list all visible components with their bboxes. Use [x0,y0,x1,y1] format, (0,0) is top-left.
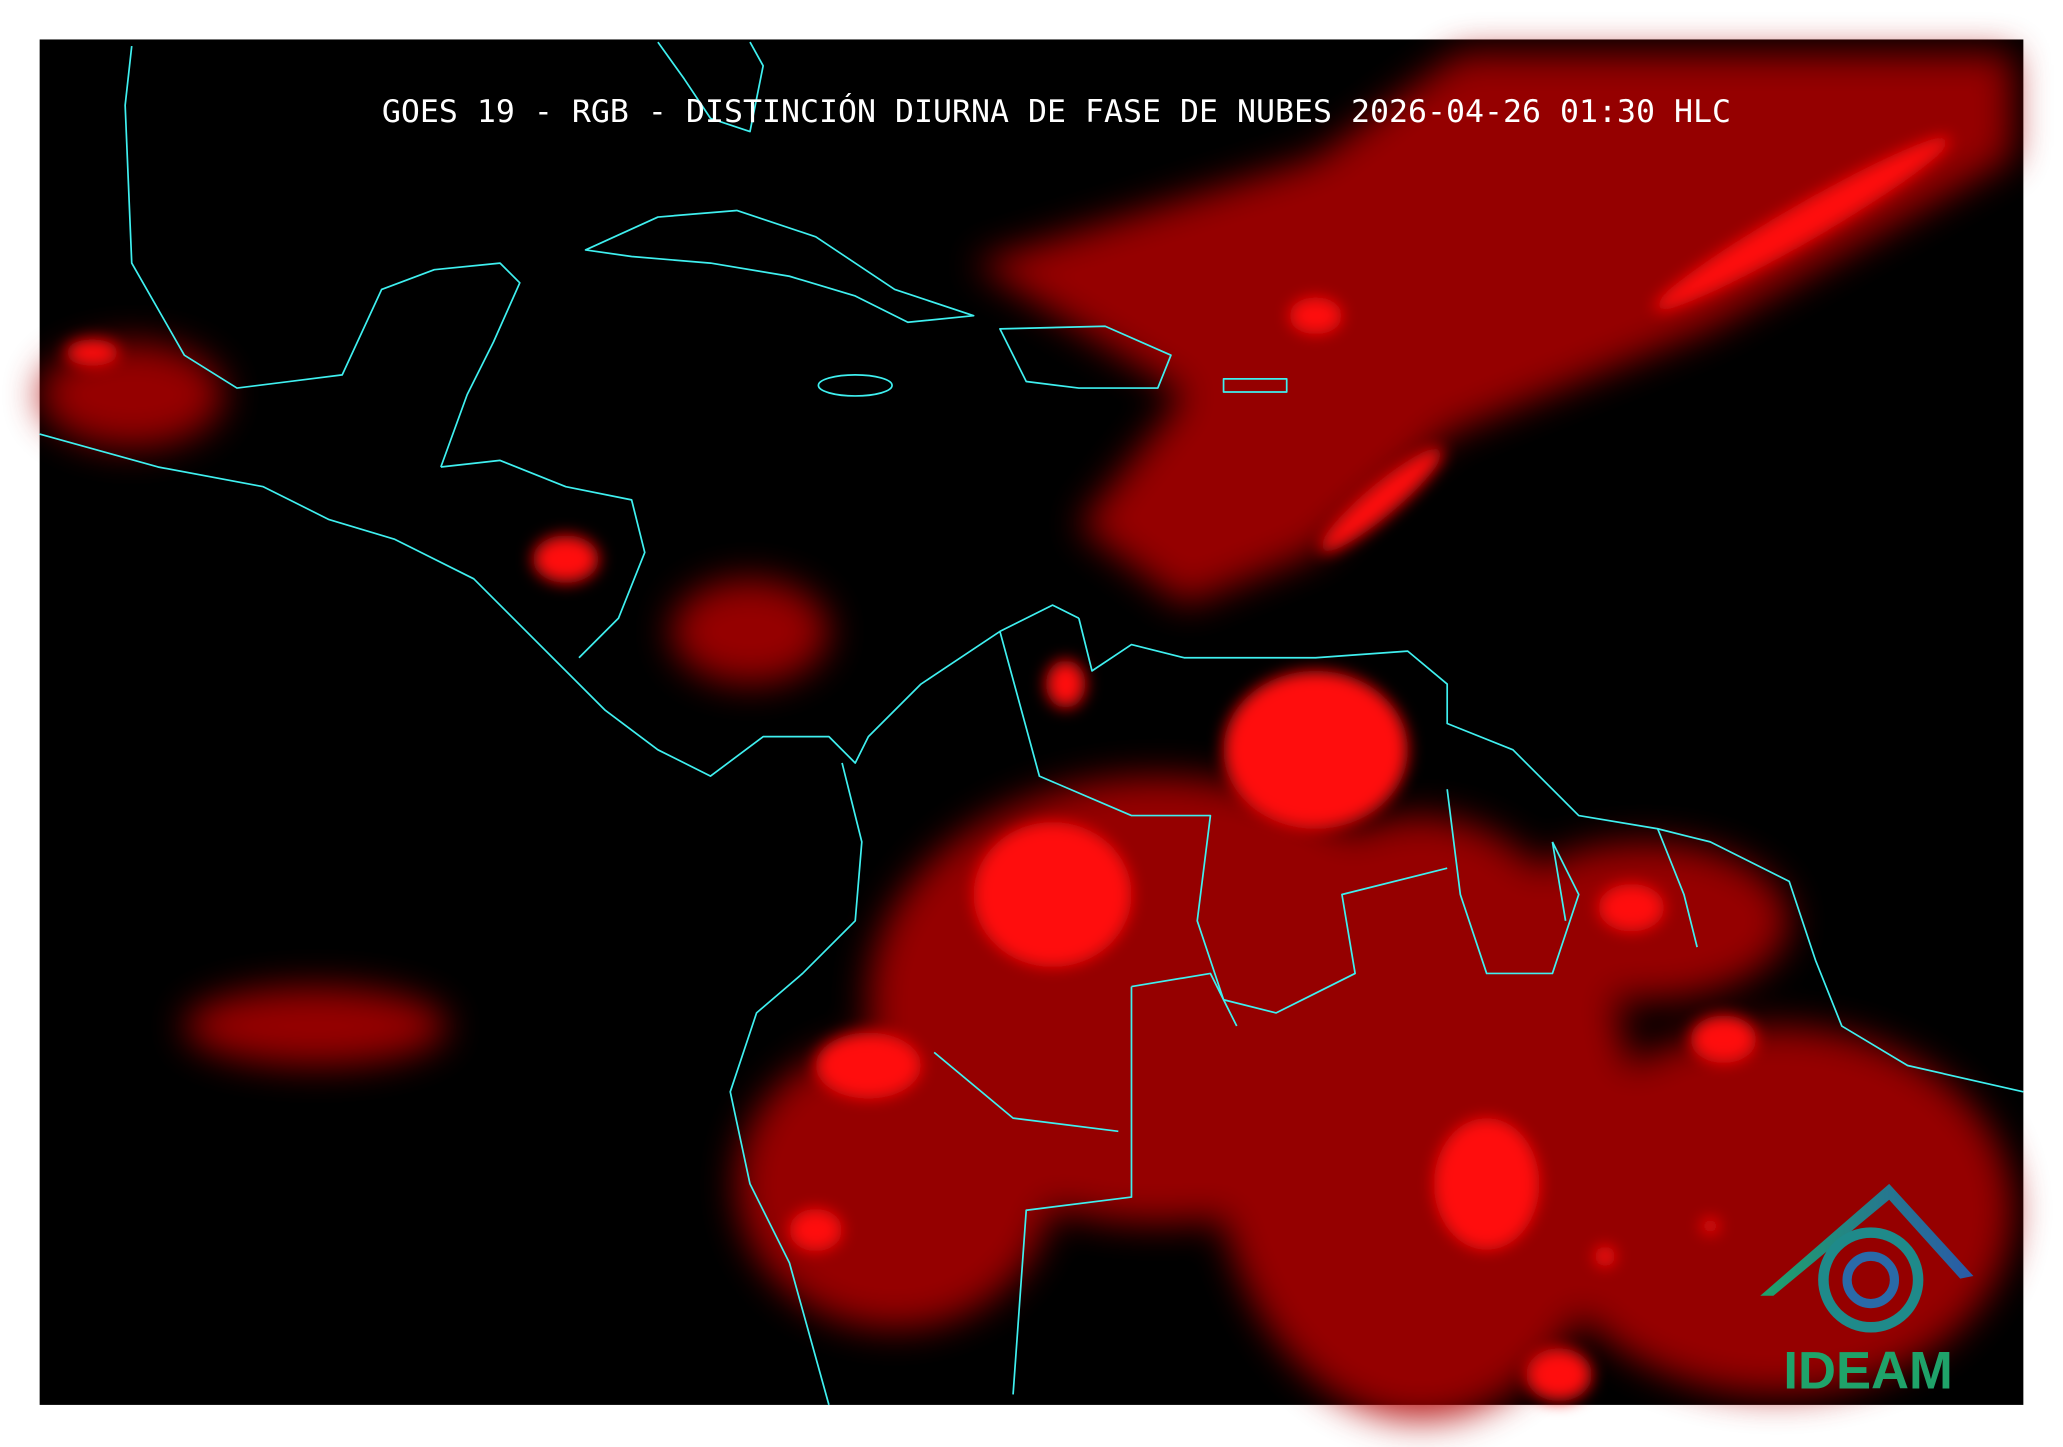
map-title: GOES 19 - RGB - DISTINCIÓN DIURNA DE FAS… [382,91,1731,130]
logo-text: IDEAM [1783,1342,1953,1401]
logo-spiral [1818,1227,1924,1333]
logo-roof [1760,1183,1974,1296]
clouds [39,52,2013,1421]
coastlines [39,41,2024,1406]
logo-spiral-inner [1842,1251,1900,1309]
logo: IDEAM [1760,1183,1974,1401]
